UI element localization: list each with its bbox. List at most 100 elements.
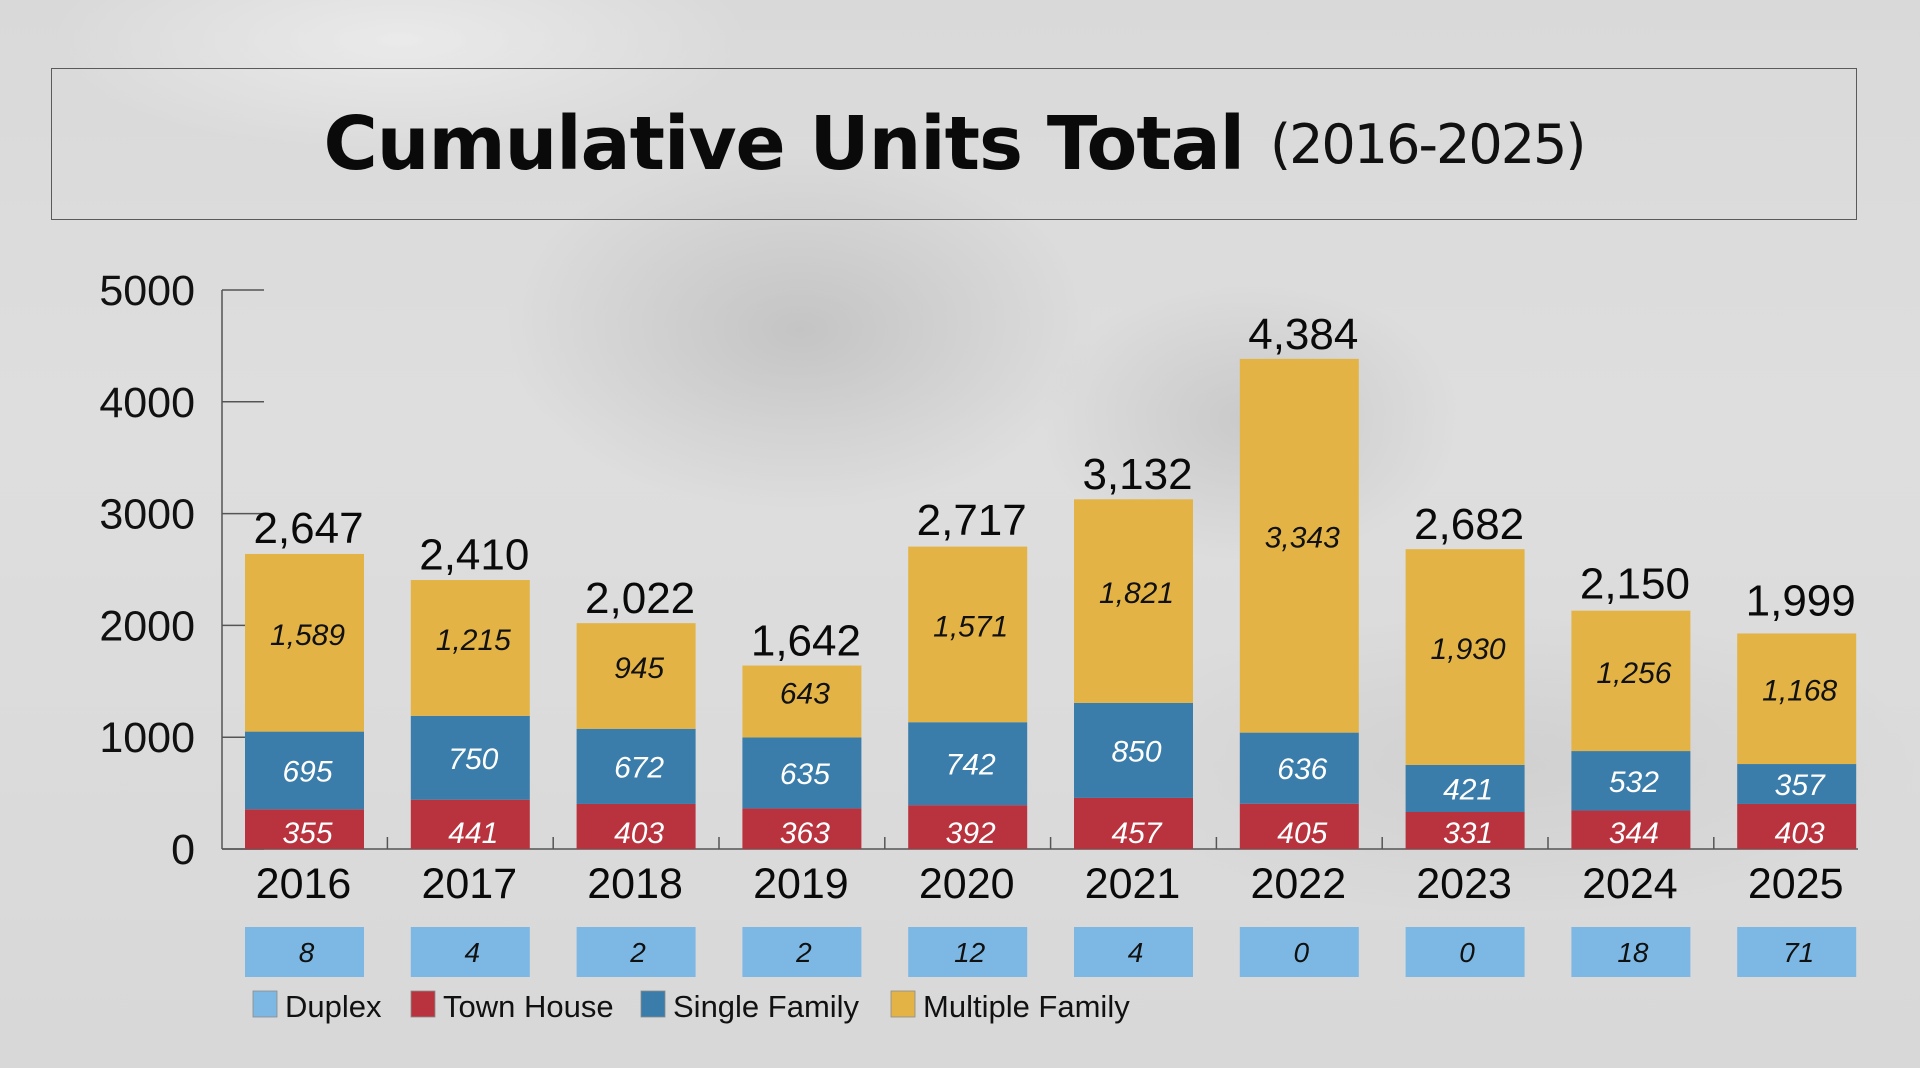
segment-value-label: 457	[1111, 817, 1162, 850]
duplex-value-label: 0	[1294, 937, 1310, 968]
legend-label: Town House	[443, 989, 614, 1024]
bars	[245, 358, 1857, 849]
x-tick-label: 2024	[1582, 860, 1678, 908]
bar-segment-town-house	[742, 808, 862, 849]
year-labels: 2016 2017 2018 2019 2020 2021 2022 2023 2024 2025	[256, 860, 1844, 908]
duplex-value-label: 0	[1459, 937, 1475, 968]
total-label: 3,132	[1082, 450, 1192, 499]
duplex-value-label: 8	[299, 937, 315, 968]
segment-value-label: 672	[614, 751, 664, 784]
total-label: 2,022	[585, 574, 695, 623]
duplex-row: 8 4 2 2 12 4 0 0 18 71	[245, 927, 1857, 977]
segment-value-label: 643	[780, 677, 830, 710]
segment-value-label: 357	[1775, 769, 1826, 802]
duplex-box	[1405, 927, 1525, 977]
segment-value-label: 750	[448, 743, 498, 776]
x-tick-label: 2022	[1250, 860, 1346, 908]
bar-segment-town-house	[1571, 810, 1691, 849]
duplex-box	[742, 927, 862, 977]
y-tick-label: 1000	[99, 714, 195, 762]
duplex-box	[1737, 927, 1857, 977]
segment-value-label: 421	[1443, 773, 1493, 806]
segment-value-label: 403	[1775, 817, 1825, 850]
bar-segment-town-house	[1405, 811, 1525, 849]
segment-value-label: 344	[1609, 817, 1659, 850]
segment-value-label: 695	[282, 755, 332, 788]
bar-segment-multiple-family	[1239, 358, 1359, 733]
bar-segment-single-family	[245, 731, 364, 810]
chart-title: Cumulative Units Total	[323, 101, 1245, 187]
bar-segment-single-family	[1737, 764, 1857, 804]
duplex-box	[908, 927, 1028, 977]
bar-segment-multiple-family	[245, 553, 364, 732]
segment-value-label: 635	[780, 758, 830, 791]
duplex-box	[245, 927, 364, 977]
segment-value-label: 532	[1609, 766, 1659, 799]
bar-segment-multiple-family	[1737, 633, 1857, 765]
segment-value-label: 636	[1277, 753, 1327, 786]
bar-segment-single-family	[908, 722, 1028, 806]
bar-segment-town-house	[1737, 803, 1857, 849]
bar-segment-town-house	[1074, 797, 1193, 849]
bar-segment-multiple-family	[410, 580, 530, 716]
segment-value-label: 392	[946, 817, 996, 850]
y-tick-label: 2000	[99, 602, 195, 650]
bar-segment-single-family	[1074, 702, 1193, 798]
x-tick-label: 2021	[1085, 860, 1181, 908]
segment-value-label: 3,343	[1265, 522, 1340, 555]
segment-value-label: 441	[448, 817, 498, 850]
bar-segment-single-family	[1405, 764, 1525, 812]
segment-value-label: 742	[946, 749, 996, 782]
segment-value-label: 331	[1443, 817, 1493, 850]
x-tick-label: 2020	[919, 860, 1015, 908]
duplex-box	[410, 927, 530, 977]
total-label: 2,647	[253, 504, 363, 553]
duplex-value-label: 2	[629, 937, 646, 968]
total-label: 2,410	[419, 531, 529, 580]
y-tick-label: 4000	[99, 379, 195, 427]
bar-segment-multiple-family	[1571, 610, 1691, 752]
segment-value-label: 403	[614, 817, 664, 850]
bar-segment-town-house	[245, 809, 364, 849]
x-tick-label: 2017	[421, 860, 517, 908]
legend: Duplex Town House Single Family Multiple Fa…	[252, 989, 1130, 1024]
segment-value-label: 1,168	[1762, 675, 1837, 708]
bar-segment-multiple-family	[1074, 499, 1193, 703]
y-tick-label: 0	[171, 826, 195, 874]
segment-value-label: 355	[282, 817, 332, 850]
total-label: 1,999	[1746, 577, 1856, 626]
y-tick-label: 3000	[99, 491, 195, 539]
bar-segment-multiple-family	[742, 665, 862, 738]
bar-segment-single-family	[410, 715, 530, 800]
duplex-value-label: 2	[795, 937, 812, 968]
duplex-box	[1239, 927, 1359, 977]
segment-value-label: 363	[780, 817, 830, 850]
duplex-value-label: 4	[465, 937, 481, 968]
duplex-value-label: 71	[1783, 937, 1814, 968]
bar-segment-town-house	[908, 805, 1028, 849]
x-tick-label: 2019	[753, 860, 849, 908]
bar-segment-multiple-family	[908, 546, 1028, 723]
bar-segment-single-family	[576, 728, 696, 804]
segment-value-label: 1,930	[1431, 633, 1506, 666]
segment-value-label: 850	[1111, 735, 1161, 768]
bar-segment-town-house	[1239, 803, 1359, 849]
total-label: 2,717	[917, 496, 1027, 545]
bar-segment-multiple-family	[576, 623, 696, 729]
segment-value-label: 1,821	[1099, 577, 1174, 610]
segment-value-label: 405	[1277, 817, 1327, 850]
bar-segment-single-family	[742, 737, 862, 809]
bar-segment-town-house	[410, 799, 530, 849]
bar-segment-single-family	[1239, 732, 1359, 804]
legend-swatch	[410, 990, 436, 1018]
total-label: 2,150	[1580, 560, 1690, 609]
segment-labels: 355 695 1,589 441 750 1,215 403 672 945 363 635 643…	[270, 522, 1838, 850]
duplex-box	[1571, 927, 1691, 977]
segment-value-label: 1,589	[270, 619, 345, 652]
legend-label: Duplex	[285, 989, 382, 1024]
legend-label: Single Family	[673, 989, 860, 1024]
segment-value-label: 945	[614, 652, 664, 685]
segment-value-label: 1,256	[1596, 657, 1671, 690]
